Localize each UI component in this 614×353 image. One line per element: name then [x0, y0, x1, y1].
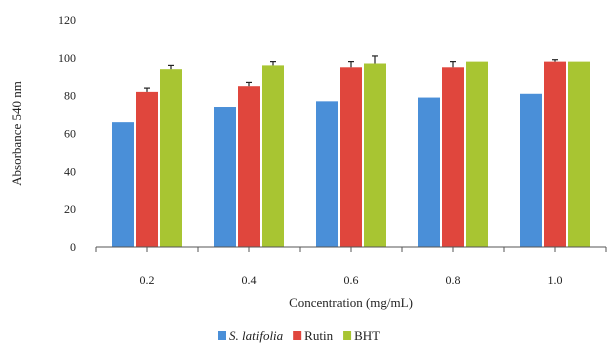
bar-bht-0_8: [466, 61, 488, 247]
y-tick-label: 80: [64, 89, 76, 103]
x-tick-label: 0.6: [344, 273, 359, 287]
x-tick-label: 0.8: [446, 273, 461, 287]
bar-s-latifolia-0_6: [316, 101, 338, 247]
y-tick-label: 0: [70, 240, 76, 254]
bar-s-latifolia-0_8: [418, 97, 440, 247]
legend-swatch: [293, 331, 302, 340]
y-tick-label: 20: [64, 202, 76, 216]
bar-s-latifolia-0_2: [112, 122, 134, 247]
bars: [112, 55, 590, 248]
legend-swatch: [343, 331, 352, 340]
bar-rutin-0_6: [340, 67, 362, 248]
y-tick-label: 120: [58, 13, 76, 27]
x-tick-label: 0.2: [140, 273, 155, 287]
legend-label: Rutin: [304, 328, 333, 343]
y-tick-label: 100: [58, 51, 76, 65]
bar-rutin-0_4: [238, 86, 260, 247]
y-axis-title: Absorbance 540 nm: [9, 81, 24, 186]
y-axis-ticks: 0 20 40 60 80 100 120: [58, 13, 76, 254]
bar-rutin-0_2: [136, 91, 158, 247]
bar-bht-0_4: [262, 65, 284, 248]
bar-bht-0_6: [364, 63, 386, 248]
legend-label: BHT: [354, 328, 380, 343]
bar-bht-0_2: [160, 69, 182, 247]
bar-rutin-0_8: [442, 67, 464, 248]
legend-label: S. latifolia: [229, 328, 284, 343]
legend-swatch: [218, 331, 226, 340]
x-tick-label: 0.4: [242, 273, 257, 287]
y-tick-label: 40: [64, 164, 76, 178]
y-tick-label: 60: [64, 127, 76, 141]
x-tick-label: 1.0: [548, 273, 563, 287]
bar-bht-1_0: [568, 61, 590, 247]
bar-s-latifolia-1_0: [520, 93, 542, 248]
legend: S. latifolia Rutin BHT: [218, 328, 380, 343]
x-axis-ticks: 0.2 0.4 0.6 0.8 1.0: [95, 247, 607, 287]
x-axis-title: Concentration (mg/mL): [289, 295, 413, 310]
bar-s-latifolia-0_4: [214, 107, 236, 248]
bar-rutin-1_0: [544, 61, 566, 247]
